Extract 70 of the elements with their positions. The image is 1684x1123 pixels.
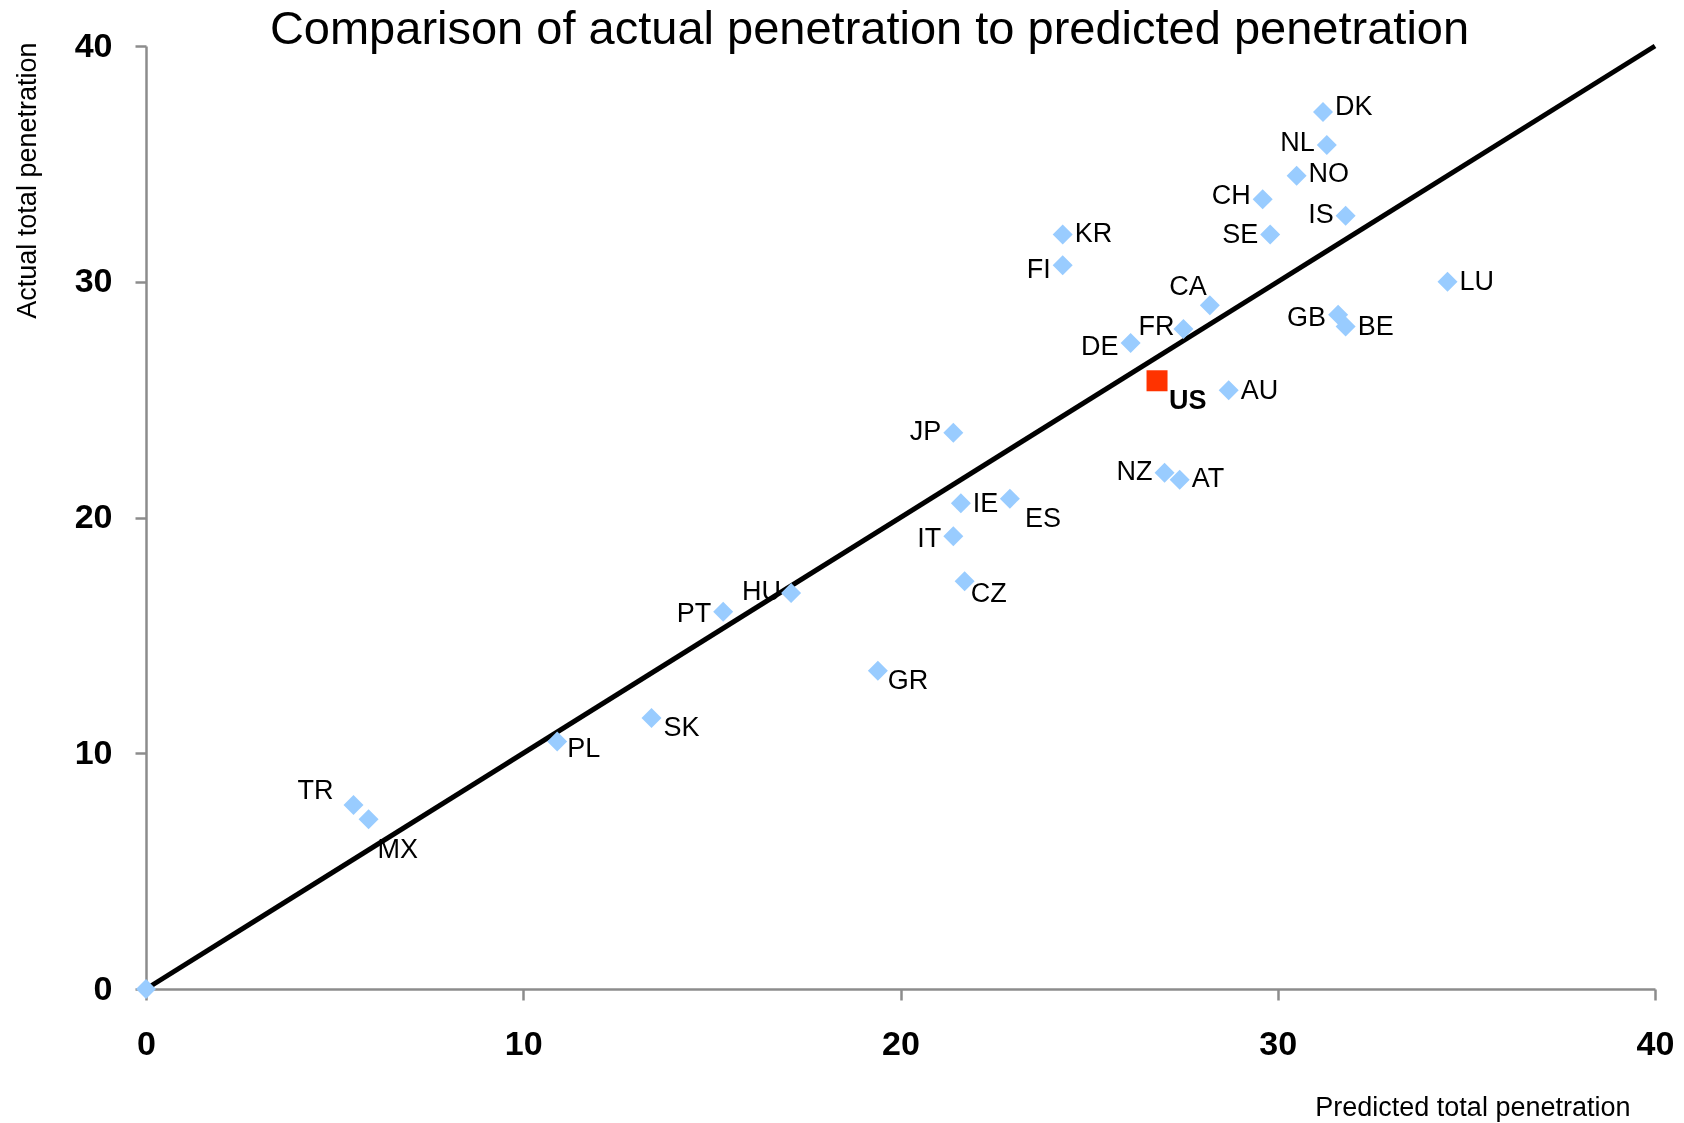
annotation: LU xyxy=(1459,265,1495,296)
annotation: NZ xyxy=(1116,455,1153,486)
point xyxy=(1052,224,1073,245)
point xyxy=(1316,135,1337,156)
point xyxy=(713,601,734,622)
annotation: BE xyxy=(1357,310,1394,341)
x-axis-title: Predicted total penetration xyxy=(1315,1091,1631,1122)
point xyxy=(1252,189,1273,210)
series-label: US xyxy=(1169,384,1207,415)
chart-title: Comparison of actual penetration to predicted penetration xyxy=(269,1,1470,54)
annotation: ES xyxy=(1024,502,1061,533)
y-tick-label: 40 xyxy=(74,25,113,64)
y-tick-label: 20 xyxy=(74,497,113,535)
annotation: SE xyxy=(1222,218,1259,249)
annotation: FR xyxy=(1138,310,1175,341)
y-tick-label: 30 xyxy=(74,261,113,300)
point xyxy=(1335,316,1356,337)
annotation: CZ xyxy=(970,578,1007,609)
annotation: DE xyxy=(1081,331,1119,362)
y-tick-label: 0 xyxy=(93,968,113,1007)
point xyxy=(343,795,364,816)
annotation: FI xyxy=(1026,254,1051,285)
point xyxy=(1154,462,1175,483)
annotation: SK xyxy=(663,711,700,742)
annotation: JP xyxy=(909,415,942,446)
point xyxy=(1335,205,1356,226)
annotation: IS xyxy=(1308,198,1334,229)
point xyxy=(943,526,964,547)
annotation: CH xyxy=(1211,180,1251,211)
point xyxy=(1120,333,1141,354)
point xyxy=(1313,102,1334,123)
point xyxy=(1169,469,1190,490)
point xyxy=(1328,304,1349,325)
annotation: PL xyxy=(567,733,601,764)
annotation: PT xyxy=(676,597,712,628)
point xyxy=(999,488,1020,509)
point xyxy=(358,809,379,830)
point xyxy=(1260,224,1281,245)
annotation: DK xyxy=(1335,91,1373,122)
y-axis-title: Actual total penetration xyxy=(11,42,42,319)
point xyxy=(867,660,888,681)
point xyxy=(1437,271,1458,292)
point xyxy=(950,493,971,514)
x-tick-label: 30 xyxy=(1259,1023,1298,1062)
annotation: AT xyxy=(1191,462,1225,493)
y-tick-label: 10 xyxy=(74,732,113,771)
annotation: TR xyxy=(297,775,334,806)
annotation: AU xyxy=(1240,375,1279,406)
annotation: IT xyxy=(917,523,942,554)
annotation: NL xyxy=(1280,127,1315,158)
point xyxy=(1146,370,1168,392)
point xyxy=(1199,295,1220,316)
point xyxy=(1218,380,1239,401)
x-tick-label: 20 xyxy=(882,1023,920,1062)
point xyxy=(1052,255,1073,276)
annotation: NO xyxy=(1308,157,1350,188)
point xyxy=(943,422,964,443)
annotation: GB xyxy=(1287,301,1327,332)
point xyxy=(547,731,568,752)
point xyxy=(641,707,662,728)
point xyxy=(1173,318,1194,339)
x-tick-label: 40 xyxy=(1636,1023,1675,1062)
x-tick-label: 10 xyxy=(504,1023,543,1062)
annotation: GR xyxy=(887,664,929,695)
point xyxy=(1286,165,1307,186)
annotation: CA xyxy=(1169,271,1207,302)
point xyxy=(781,582,802,603)
x-tick-label: 0 xyxy=(137,1023,156,1062)
annotation: KR xyxy=(1074,217,1113,248)
annotation: IE xyxy=(972,488,999,519)
